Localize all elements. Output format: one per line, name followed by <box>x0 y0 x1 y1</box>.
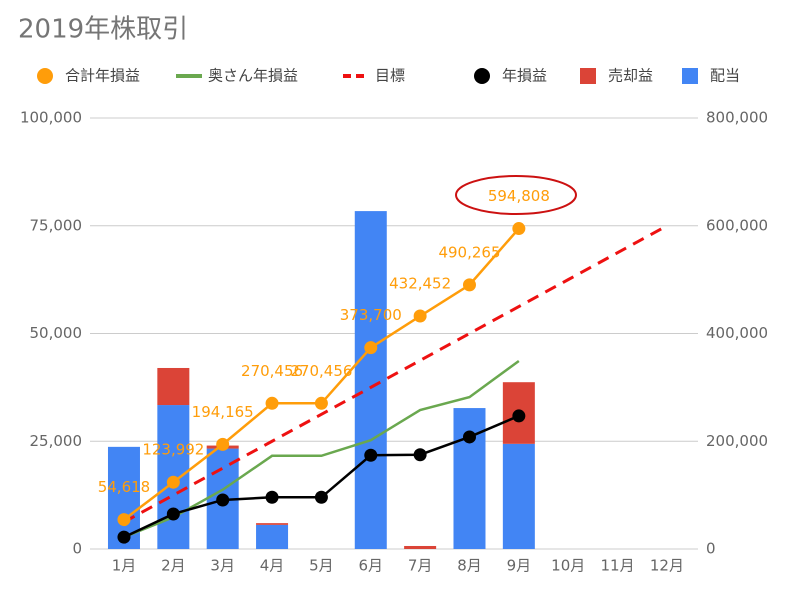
y2-tick-label: 0 <box>706 540 716 558</box>
bar <box>256 523 289 525</box>
point <box>314 396 328 410</box>
bar <box>256 524 289 549</box>
point <box>117 513 131 527</box>
x-tick-label: 7月 <box>408 557 433 575</box>
bar <box>157 367 190 406</box>
point <box>314 490 328 504</box>
data-label: 270,456 <box>241 362 303 380</box>
point <box>166 475 180 489</box>
data-label: 490,265 <box>438 243 500 261</box>
point <box>265 396 279 410</box>
point <box>364 448 378 462</box>
y-tick-label: 0 <box>72 540 82 558</box>
point <box>364 341 378 355</box>
legend-swatch <box>474 68 490 84</box>
data-label: 54,618 <box>98 478 151 496</box>
x-tick-label: 3月 <box>210 557 235 575</box>
legend: 合計年損益 奥さん年損益 目標 年損益 売却益 配当 <box>37 67 740 85</box>
y2-tick-label: 200,000 <box>706 432 768 450</box>
x-tick-label: 10月 <box>551 557 585 575</box>
data-label: 373,700 <box>340 306 402 324</box>
point <box>512 409 526 423</box>
x-tick-label: 1月 <box>112 557 137 575</box>
legend-swatch <box>37 68 53 84</box>
y-tick-label: 25,000 <box>30 432 83 450</box>
point <box>117 530 131 544</box>
point <box>462 278 476 292</box>
data-label: 594,808 <box>488 187 550 205</box>
x-tick-label: 4月 <box>260 557 285 575</box>
x-tick-label: 5月 <box>309 557 334 575</box>
point <box>462 430 476 444</box>
legend-label: 目標 <box>375 67 405 85</box>
plot-area: 0 25,000 50,000 75,000 100,000 0 200,000 400,00… <box>20 109 768 575</box>
x-tick-label: 11月 <box>601 557 635 575</box>
y-tick-label: 100,000 <box>20 109 82 127</box>
y2-tick-label: 400,000 <box>706 324 768 342</box>
highlight-ellipse <box>455 175 577 215</box>
y-tick-label: 50,000 <box>30 324 83 342</box>
legend-swatch <box>580 68 596 84</box>
data-label: 432,452 <box>389 275 451 293</box>
data-label: 123,992 <box>142 441 204 459</box>
point <box>413 448 427 462</box>
x-tick-label: 8月 <box>457 557 482 575</box>
legend-label: 合計年損益 <box>65 67 140 85</box>
point <box>265 490 279 504</box>
bar <box>404 545 437 549</box>
x-tick-label: 6月 <box>358 557 383 575</box>
point <box>216 437 230 451</box>
x-tick-label: 12月 <box>650 557 684 575</box>
bar <box>453 408 486 549</box>
legend-label: 配当 <box>710 67 740 85</box>
x-tick-label: 9月 <box>507 557 532 575</box>
legend-label: 奥さん年損益 <box>208 67 298 85</box>
data-label: 270,456 <box>290 362 352 380</box>
bar <box>354 211 387 549</box>
legend-label: 年損益 <box>502 67 547 85</box>
y2-tick-label: 600,000 <box>706 216 768 234</box>
x-tick-label: 2月 <box>161 557 186 575</box>
point <box>413 309 427 323</box>
point <box>512 222 526 236</box>
point <box>166 507 180 521</box>
data-label: 194,165 <box>192 403 254 421</box>
legend-label: 売却益 <box>608 67 653 85</box>
y-tick-label: 75,000 <box>30 216 83 234</box>
point <box>216 493 230 507</box>
y2-tick-label: 800,000 <box>706 109 768 127</box>
bar <box>502 443 535 549</box>
chart-title: 2019年株取引 <box>18 15 188 45</box>
legend-swatch <box>682 68 698 84</box>
line-series <box>123 224 668 524</box>
